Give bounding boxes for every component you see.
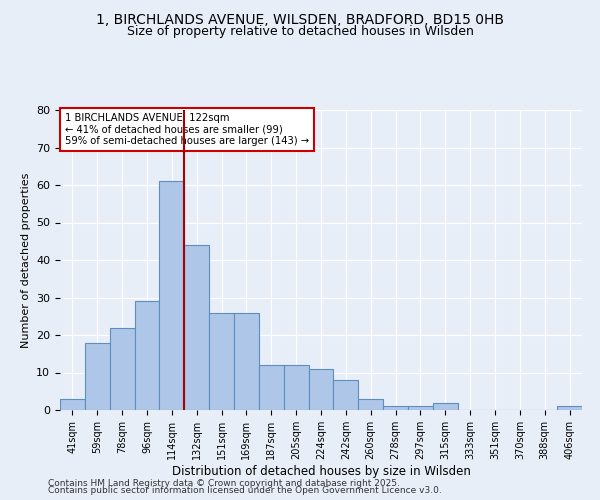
Text: Contains public sector information licensed under the Open Government Licence v3: Contains public sector information licen…	[48, 486, 442, 495]
Bar	[85, 342, 110, 410]
Bar	[433, 402, 458, 410]
Bar	[308, 369, 334, 410]
Text: 1 BIRCHLANDS AVENUE: 122sqm
← 41% of detached houses are smaller (99)
59% of sem: 1 BIRCHLANDS AVENUE: 122sqm ← 41% of det…	[65, 113, 310, 146]
X-axis label: Distribution of detached houses by size in Wilsden: Distribution of detached houses by size …	[172, 464, 470, 477]
Text: Size of property relative to detached houses in Wilsden: Size of property relative to detached ho…	[127, 25, 473, 38]
Y-axis label: Number of detached properties: Number of detached properties	[20, 172, 31, 348]
Bar	[184, 245, 209, 410]
Bar	[334, 380, 358, 410]
Bar	[557, 406, 582, 410]
Bar	[110, 328, 134, 410]
Bar	[358, 399, 383, 410]
Text: Contains HM Land Registry data © Crown copyright and database right 2025.: Contains HM Land Registry data © Crown c…	[48, 478, 400, 488]
Bar	[160, 181, 184, 410]
Bar	[383, 406, 408, 410]
Bar	[234, 312, 259, 410]
Bar	[209, 312, 234, 410]
Bar	[284, 365, 308, 410]
Bar	[259, 365, 284, 410]
Bar	[134, 301, 160, 410]
Text: 1, BIRCHLANDS AVENUE, WILSDEN, BRADFORD, BD15 0HB: 1, BIRCHLANDS AVENUE, WILSDEN, BRADFORD,…	[96, 12, 504, 26]
Bar	[408, 406, 433, 410]
Bar	[60, 399, 85, 410]
